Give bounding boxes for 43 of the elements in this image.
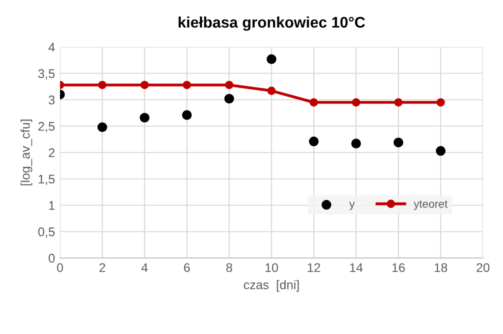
point: [266, 54, 276, 64]
point: [308, 136, 319, 146]
x-tick-label: 2: [99, 263, 106, 272]
point: [310, 98, 318, 107]
chart-title: kiełbasa gronkowiec 10°C: [178, 16, 365, 31]
x-tick-label: 10: [266, 263, 278, 272]
point: [98, 80, 106, 90]
point: [436, 146, 446, 156]
x-tick-label: 0: [57, 263, 63, 272]
x-tick-label: 16: [392, 263, 405, 272]
point: [140, 112, 150, 123]
x-tick-label: 18: [434, 263, 448, 272]
point: [225, 80, 234, 90]
y-tick-label: 4: [48, 42, 55, 52]
x-tick-label: 14: [350, 263, 363, 272]
y-tick-label: 1,5: [38, 174, 55, 186]
point: [182, 80, 192, 90]
y-tick-label: 1: [49, 201, 55, 210]
point: [140, 80, 149, 90]
point: [394, 98, 403, 107]
point: [436, 98, 445, 107]
y-tick-label: 2,5: [38, 122, 55, 132]
point: [97, 122, 108, 132]
x-tick-label: 8: [226, 263, 232, 272]
y-tick-label: 0,5: [38, 227, 55, 238]
x-axis-title: czas [dni]: [244, 280, 299, 292]
point: [351, 138, 361, 148]
x-tick-label: 6: [184, 263, 190, 272]
point: [182, 110, 192, 120]
legend-label: y: [349, 202, 355, 210]
x-tick-label: 4: [141, 263, 148, 272]
y-tick-label: 3,5: [38, 69, 55, 80]
point: [267, 86, 276, 95]
y-tick-label: 0: [48, 254, 55, 263]
y-tick-label: 3: [48, 96, 55, 104]
x-tick-label: 20: [476, 263, 490, 272]
y-tick-label: 2: [48, 148, 55, 158]
x-tick-label: 12: [308, 263, 320, 272]
y-axis-title: [log_av_cfu]: [20, 120, 32, 186]
point: [224, 94, 234, 104]
point: [352, 98, 360, 107]
point: [394, 138, 404, 148]
legend-label: yteoret: [414, 200, 448, 210]
